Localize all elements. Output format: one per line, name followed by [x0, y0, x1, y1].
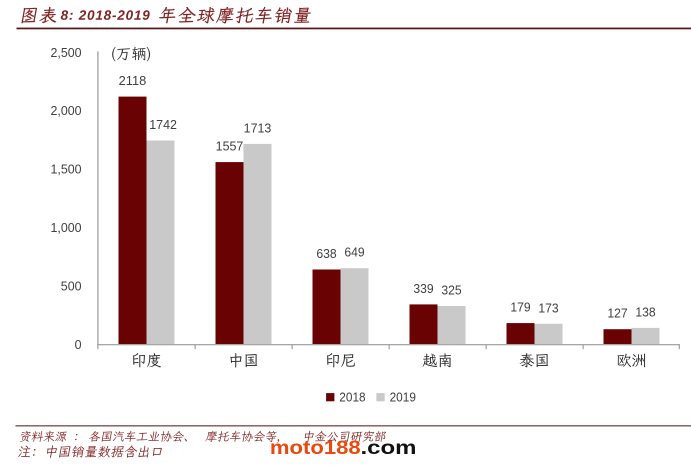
svg-text:1,000: 1,000 — [51, 220, 82, 235]
svg-text:moto188: moto188 — [270, 437, 361, 459]
svg-text:325: 325 — [441, 283, 461, 298]
svg-text:500: 500 — [61, 278, 82, 293]
svg-text:2019: 2019 — [390, 389, 416, 404]
svg-text:1,500: 1,500 — [51, 162, 82, 177]
svg-text:1713: 1713 — [244, 120, 272, 135]
svg-text:179: 179 — [510, 300, 530, 315]
svg-text:2,500: 2,500 — [51, 45, 82, 60]
svg-text:649: 649 — [344, 245, 364, 260]
svg-text:2018: 2018 — [339, 389, 365, 404]
svg-text:339: 339 — [413, 281, 433, 296]
svg-text:0: 0 — [75, 337, 82, 352]
svg-text:173: 173 — [538, 300, 558, 315]
svg-text:.com: .com — [361, 437, 417, 459]
svg-text:2,000: 2,000 — [51, 103, 82, 118]
svg-text:638: 638 — [316, 246, 336, 261]
svg-text:2118: 2118 — [119, 73, 147, 88]
svg-text:138: 138 — [635, 304, 655, 319]
svg-text:1557: 1557 — [216, 139, 244, 154]
svg-text:1742: 1742 — [149, 117, 177, 132]
svg-text:127: 127 — [607, 306, 627, 321]
